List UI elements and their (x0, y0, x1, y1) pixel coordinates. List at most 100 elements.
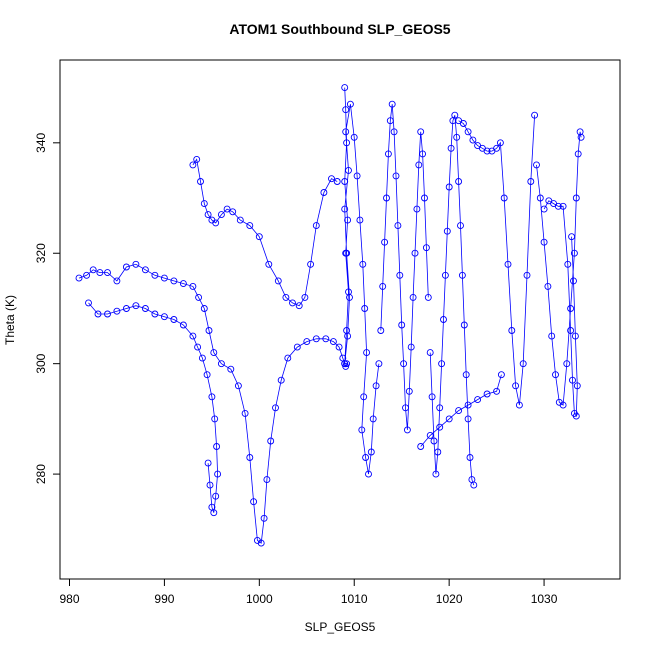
data-point (445, 183, 453, 191)
data-point (390, 128, 398, 136)
data-point (356, 216, 364, 224)
data-point (381, 238, 389, 246)
data-point (272, 404, 279, 412)
data-point (470, 481, 478, 489)
data-point (483, 147, 491, 155)
data-point (204, 459, 212, 467)
data-point (344, 216, 352, 224)
data-point (455, 178, 463, 185)
y-axis-label: Theta (K) (3, 295, 17, 345)
data-point (453, 133, 461, 141)
data-point (436, 404, 444, 412)
series-line (536, 131, 582, 406)
data-point (504, 260, 512, 268)
data-point (295, 302, 303, 310)
data-point (343, 249, 351, 257)
data-point (263, 476, 271, 484)
data-point (508, 327, 516, 334)
data-point (260, 514, 268, 522)
data-point (384, 150, 392, 158)
data-point (552, 371, 559, 379)
data-point (350, 133, 358, 141)
data-point (523, 271, 531, 279)
data-point (544, 282, 552, 290)
data-point (360, 393, 368, 401)
data-point (343, 139, 351, 147)
data-point (210, 349, 218, 357)
data-point (312, 222, 320, 230)
data-point (217, 211, 225, 219)
data-point (341, 360, 349, 368)
data-point (417, 443, 425, 450)
data-point (445, 415, 453, 423)
series-line (458, 115, 535, 406)
data-point (132, 260, 140, 268)
data-point (577, 133, 585, 141)
data-point (424, 293, 432, 301)
data-point (415, 161, 423, 169)
data-point (282, 293, 290, 301)
data-point (531, 111, 539, 119)
plot-area (75, 84, 585, 547)
data-point (255, 233, 263, 241)
data-point (223, 205, 231, 213)
data-point (203, 371, 211, 379)
data-point (570, 277, 577, 285)
data-point (274, 277, 282, 285)
data-point (170, 277, 178, 285)
data-point (234, 382, 242, 390)
data-point (361, 305, 369, 312)
data-point (104, 310, 111, 318)
data-point (386, 117, 394, 125)
data-point (227, 365, 235, 373)
data-point (213, 443, 221, 450)
data-point (179, 280, 187, 288)
data-point (122, 263, 130, 271)
data-point (402, 404, 409, 412)
data-point (307, 260, 315, 268)
data-point (569, 376, 576, 384)
data-point (194, 343, 202, 351)
data-point (500, 194, 508, 202)
data-point (96, 269, 104, 277)
data-point (312, 335, 320, 343)
data-point (379, 282, 387, 290)
data-point (574, 150, 582, 158)
data-point (198, 354, 206, 362)
data-point (236, 216, 244, 224)
data-point (394, 222, 402, 230)
data-point (160, 313, 168, 321)
data-point (293, 343, 301, 351)
data-point (512, 382, 520, 390)
data-point (189, 282, 197, 290)
data-point (460, 321, 468, 329)
data-point (322, 335, 330, 343)
data-point (246, 222, 254, 230)
data-point (426, 431, 434, 439)
data-point (217, 360, 225, 368)
data-point (426, 349, 434, 357)
data-point (377, 327, 385, 334)
data-point (83, 271, 91, 279)
data-point (257, 539, 265, 547)
data-point (540, 205, 548, 213)
data-point (564, 260, 572, 268)
data-point (151, 310, 159, 318)
data-point (179, 321, 187, 329)
data-point (241, 409, 249, 417)
data-point (214, 470, 222, 478)
data-point (335, 343, 343, 351)
data-point (572, 194, 580, 202)
data-point (438, 360, 446, 368)
data-point (440, 316, 447, 323)
data-point (409, 293, 417, 301)
data-point (363, 349, 371, 357)
data-point (396, 271, 404, 279)
data-point (430, 437, 438, 445)
data-point (205, 327, 213, 334)
x-tick-label: 1020 (436, 592, 463, 606)
data-point (573, 382, 581, 390)
data-point (212, 219, 220, 227)
data-point (333, 178, 341, 185)
data-point (343, 360, 351, 368)
